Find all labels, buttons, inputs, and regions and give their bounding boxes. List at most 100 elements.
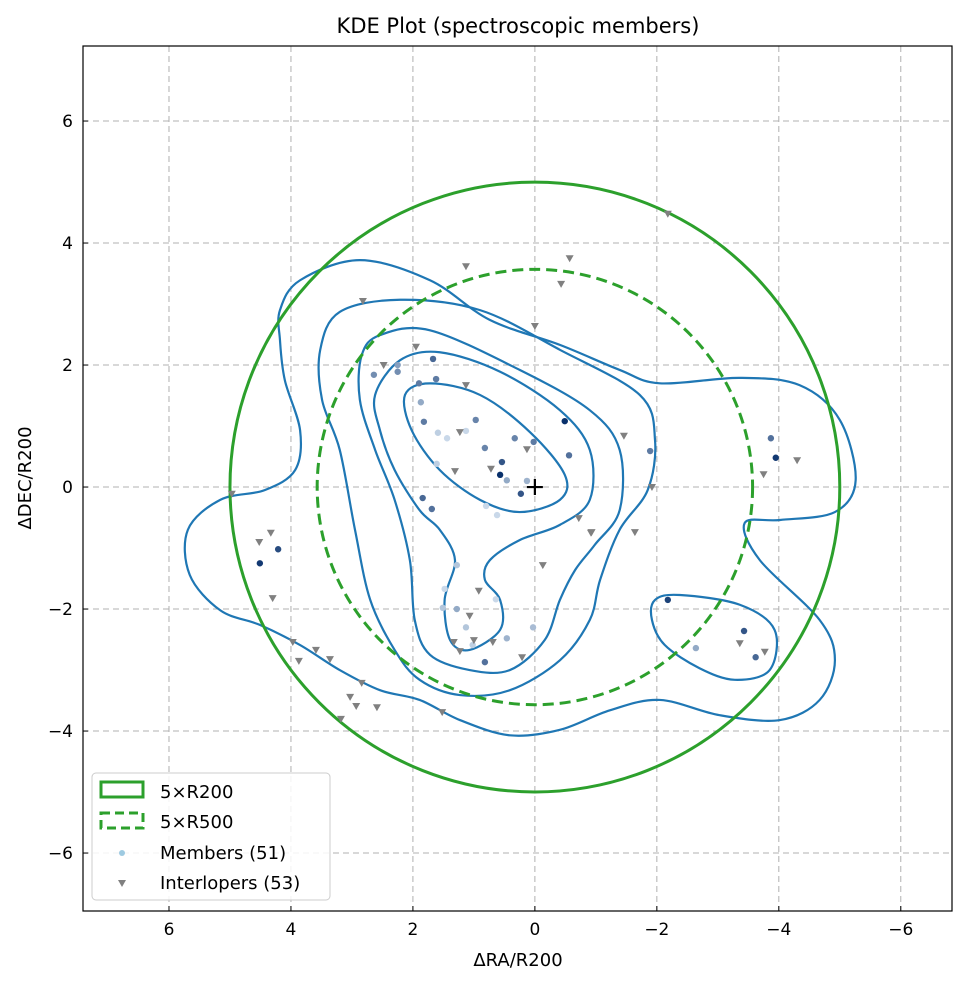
interloper-point [268, 595, 277, 603]
member-point [481, 658, 489, 666]
member-point [529, 624, 537, 631]
y-tick-label: −2 [48, 600, 73, 620]
interloper-point [760, 648, 769, 656]
member-point [256, 560, 264, 567]
member-point [498, 458, 506, 466]
interloper-point [522, 446, 531, 454]
data-points [227, 210, 802, 723]
member-point [511, 435, 518, 442]
member-point [523, 477, 531, 485]
member-point [517, 490, 525, 497]
kde-contour-line [649, 593, 779, 681]
member-point [772, 454, 779, 461]
interloper-point [357, 679, 366, 687]
legend-r500-swatch [99, 811, 145, 830]
member-point [433, 460, 440, 468]
interloper-point [288, 638, 297, 646]
interloper-point [455, 429, 464, 437]
interloper-point [793, 457, 802, 465]
interloper-point [294, 657, 303, 665]
interloper-point [227, 490, 236, 498]
legend-interloper-marker [118, 880, 126, 887]
member-point [453, 561, 461, 569]
member-point [419, 494, 426, 502]
y-tick-label: −4 [48, 722, 73, 742]
center-cross-marker [526, 479, 543, 496]
member-point [565, 452, 573, 459]
interloper-point [450, 468, 459, 476]
legend: 5×R200 5×R500 Members (51) Interlopers (… [91, 772, 331, 901]
y-tick-label: 2 [62, 356, 73, 376]
interloper-point [461, 382, 470, 390]
x-tick-label: 6 [164, 920, 175, 940]
member-point [429, 355, 437, 363]
member-point [496, 471, 504, 479]
member-point [503, 635, 511, 642]
interloper-point [372, 704, 381, 712]
legend-member-marker [119, 850, 125, 856]
interloper-point [411, 343, 420, 351]
grid [83, 46, 952, 911]
interloper-point [461, 263, 470, 271]
interloper-point [518, 654, 527, 662]
y-tick-label: 0 [62, 478, 73, 498]
interloper-point [630, 529, 639, 537]
member-point [394, 368, 401, 375]
legend-r200-swatch [99, 780, 145, 799]
interloper-point [379, 362, 388, 370]
y-tick-label: 4 [62, 234, 73, 254]
member-point [439, 604, 446, 612]
interloper-point [255, 538, 264, 546]
x-tick-label: −6 [888, 920, 913, 940]
member-point [646, 447, 654, 455]
y-axis-label: ΔDEC/R200 [15, 426, 36, 529]
member-point [482, 502, 490, 510]
interloper-point [346, 693, 355, 701]
interloper-point [455, 648, 464, 656]
member-point [493, 511, 501, 519]
kde-contour-line [317, 298, 657, 697]
kde-contours [183, 259, 857, 737]
plot-frame [82, 45, 953, 912]
interloper-point [647, 484, 656, 492]
legend-r500-label: 5×R500 [160, 812, 233, 833]
interloper-point [587, 529, 596, 537]
x-tick-label: −2 [644, 920, 669, 940]
member-point [664, 596, 672, 604]
axis-ticks: 6 4 2 0 −2 −4 −6 6 4 2 0 −2 −4 −6 [48, 112, 913, 940]
member-point [752, 654, 759, 661]
member-point [481, 444, 489, 452]
r500-circle [315, 267, 755, 707]
member-point [767, 435, 775, 442]
legend-members-label: Members (51) [160, 843, 286, 864]
interloper-point [619, 432, 628, 440]
member-point [420, 418, 428, 425]
interloper-point [325, 656, 334, 664]
member-point [492, 596, 500, 603]
r200-circle [228, 180, 842, 794]
member-point [428, 505, 436, 513]
member-point [394, 361, 401, 369]
interloper-point [474, 587, 483, 595]
member-point [274, 546, 282, 553]
kde-contour-line [357, 326, 625, 675]
legend-r200-label: 5×R200 [160, 782, 233, 803]
x-tick-label: 4 [286, 920, 297, 940]
member-point [453, 605, 461, 613]
x-tick-label: 0 [529, 920, 540, 940]
interloper-point [469, 637, 478, 645]
member-point [441, 585, 448, 593]
member-point [469, 641, 476, 649]
legend-interlopers-label: Interlopers (53) [160, 873, 300, 894]
y-tick-label: −6 [48, 844, 73, 864]
interloper-point [352, 703, 361, 711]
y-tick-label: 6 [62, 112, 73, 132]
legend-box [91, 772, 331, 901]
interloper-point [759, 471, 768, 479]
interloper-point [488, 638, 497, 646]
kde-contour-line [372, 350, 595, 652]
interloper-point [530, 322, 539, 330]
interloper-point [438, 709, 447, 717]
interloper-point [465, 612, 474, 620]
